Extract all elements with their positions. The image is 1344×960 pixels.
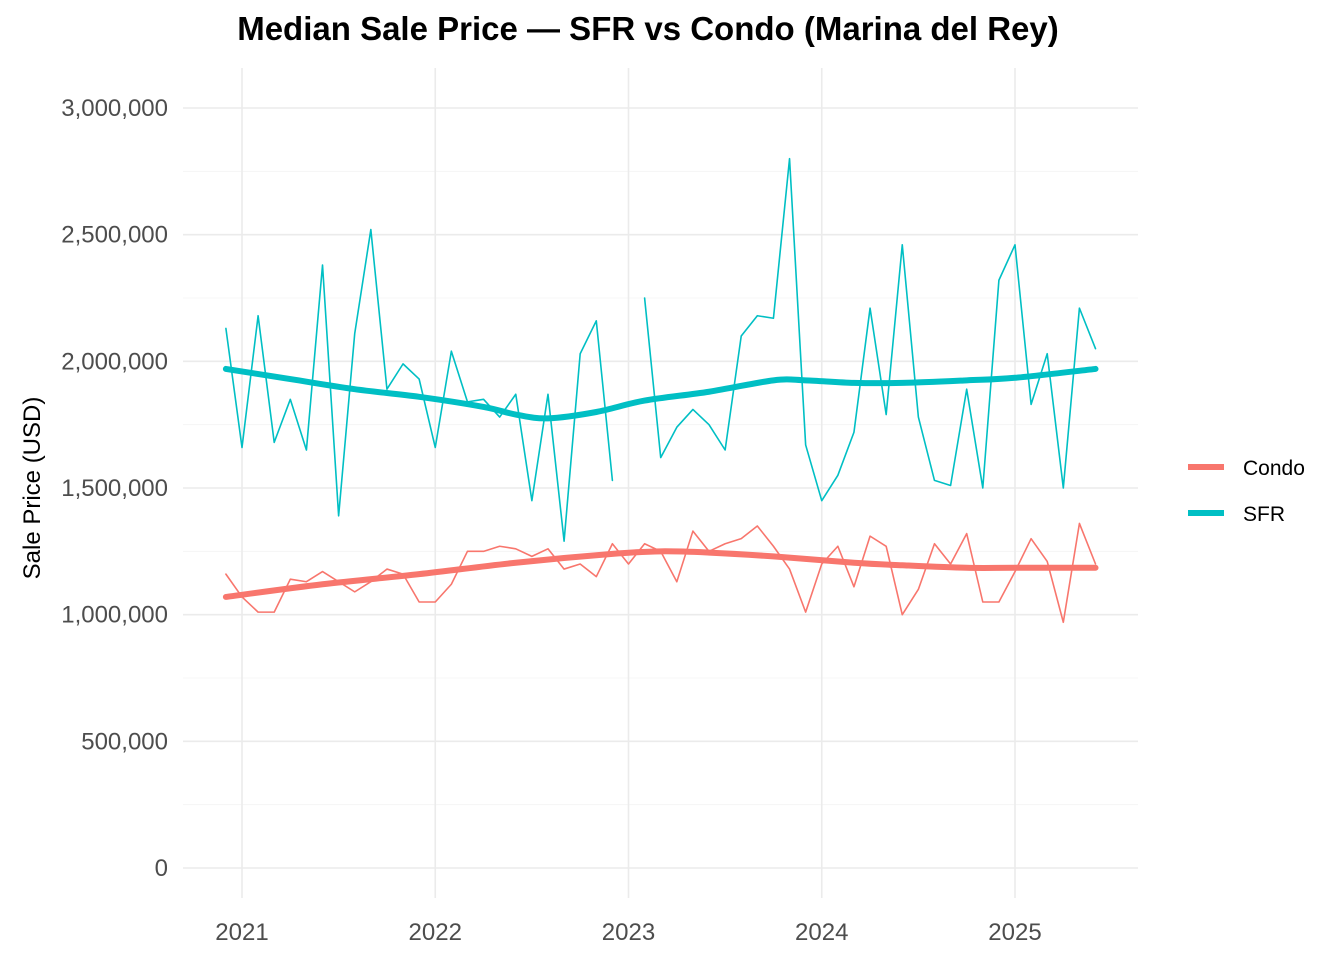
- sfr-monthly-line: [643, 157, 1097, 502]
- y-tick-label: 1,000,000: [61, 602, 168, 629]
- x-tick-label: 2023: [602, 919, 655, 946]
- condo-monthly-line: [225, 522, 1097, 624]
- y-tick-label: 2,000,000: [61, 348, 168, 375]
- condo-smoothed-line: [222, 548, 1099, 600]
- x-tick-label: 2025: [988, 919, 1041, 946]
- sfr-smoothed-line: [222, 365, 1099, 422]
- gridlines: [183, 68, 1138, 898]
- x-tick-label: 2021: [215, 919, 268, 946]
- plot-series: [222, 157, 1099, 624]
- y-axis-ticks: 0 500,000 1,000,000 1,500,000 2,000,000 2,500…: [61, 95, 168, 882]
- x-tick-label: 2022: [409, 919, 462, 946]
- sfr-monthly-line: [225, 228, 614, 542]
- x-axis-ticks: 2021 2022 2023 2024 2025: [215, 919, 1041, 946]
- y-tick-label: 2,500,000: [61, 222, 168, 249]
- legend-label-condo: Condo: [1243, 457, 1305, 480]
- y-axis-title: Sale Price (USD): [19, 397, 46, 580]
- legend-label-sfr: SFR: [1243, 503, 1285, 526]
- y-tick-label: 3,000,000: [61, 95, 168, 122]
- y-tick-label: 0: [155, 855, 168, 882]
- y-tick-label: 500,000: [81, 728, 168, 755]
- x-tick-label: 2024: [795, 919, 848, 946]
- y-tick-label: 1,500,000: [61, 475, 168, 502]
- chart-title: Median Sale Price — SFR vs Condo (Marina…: [237, 10, 1059, 47]
- legend: Condo SFR: [1188, 457, 1305, 526]
